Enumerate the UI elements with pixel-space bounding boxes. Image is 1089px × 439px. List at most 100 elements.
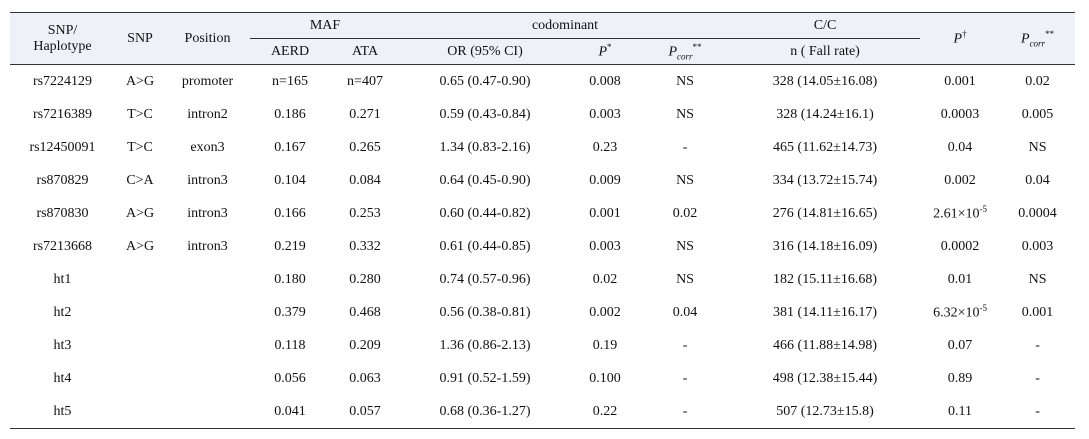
header-cell: MAF — [250, 12, 401, 39]
table-cell: A>G — [125, 73, 155, 89]
table-cell: 0.002 — [589, 304, 621, 320]
table-cell: 0.209 — [349, 337, 381, 353]
table-cell: 0.0002 — [940, 238, 980, 254]
table-cell: ht2 — [53, 304, 72, 320]
table-cell: T>C — [127, 139, 153, 155]
table-cell: ht5 — [53, 403, 72, 419]
header-sup: ** — [692, 41, 702, 52]
table-cell: 0.118 — [274, 337, 306, 353]
table-cell: 0.186 — [274, 106, 306, 122]
cell-sup: -5 — [979, 303, 987, 314]
table-cell: 0.041 — [274, 403, 306, 419]
header-cell: OR (95% CI) — [400, 38, 571, 65]
table-cell: - — [1035, 370, 1040, 386]
table-cell: n=407 — [347, 73, 383, 89]
table-row: ht2 0.379 0.468 0.56 (0.38-0.81) 0.002 0.04 38… — [10, 296, 1075, 329]
table-cell: 0.001 — [1021, 304, 1054, 320]
table-cell: 0.271 — [349, 106, 381, 122]
table-cell: 0.11 — [948, 403, 973, 419]
table-cell: 0.68 (0.36-1.27) — [439, 403, 531, 419]
table-cell: 0.005 — [1021, 106, 1054, 122]
table-cell: 0.61 (0.44-0.85) — [439, 238, 531, 254]
table-cell: NS — [676, 172, 694, 188]
table-cell: C>A — [126, 172, 154, 188]
header-sup: † — [962, 29, 967, 40]
table-cell: ht1 — [53, 271, 72, 287]
table-cell: 465 (11.62±14.73) — [773, 139, 878, 155]
table-row: rs12450091 T>C exon3 0.167 0.265 1.34 (0.83-2… — [10, 131, 1075, 164]
header-cell: C/C — [730, 12, 921, 39]
header-cell: Position — [165, 12, 250, 65]
header-cell: SNP — [115, 12, 165, 65]
table-cell: 0.89 — [947, 370, 973, 386]
table-cell: A>G — [125, 205, 155, 221]
table-body: rs7224129 A>G promoter n=165 n=407 0.65 (0.47… — [10, 65, 1076, 429]
table-cell: 0.379 — [274, 304, 306, 320]
table-cell: 0.02 — [592, 271, 618, 287]
header-cell: ATA — [330, 38, 401, 65]
table-cell: 0.166 — [274, 205, 306, 221]
table-cell: 0.001 — [589, 205, 621, 221]
table-cell: 316 (14.18±16.09) — [772, 238, 878, 254]
table-cell: 328 (14.05±16.08) — [772, 73, 878, 89]
table-cell: - — [682, 139, 688, 155]
table-cell: 0.23 — [592, 139, 618, 155]
table-cell: 0.04 — [947, 139, 973, 155]
table-cell: A>G — [125, 238, 155, 254]
table-cell: 182 (15.11±16.68) — [773, 271, 878, 287]
table-cell: 0.59 (0.43-0.84) — [439, 106, 531, 122]
empty-cell — [115, 395, 165, 429]
table-cell: 0.003 — [1021, 238, 1054, 254]
table-cell: - — [682, 403, 688, 419]
table-cell: 0.04 — [1025, 172, 1050, 188]
table-cell: 0.0003 — [940, 106, 980, 122]
table-cell: NS — [676, 238, 694, 254]
table-cell: - — [1035, 403, 1040, 419]
header-cell: codominant — [400, 12, 731, 39]
table-cell: 0.003 — [589, 106, 621, 122]
header-sup: * — [607, 42, 612, 53]
header-cell: Pcorr** — [1000, 12, 1076, 65]
table-cell: 276 (14.81±16.65) — [772, 205, 878, 221]
table-cell: 0.65 (0.47-0.90) — [439, 73, 531, 89]
table-cell: promoter — [181, 73, 234, 89]
table-cell: 0.91 (0.52-1.59) — [439, 370, 531, 386]
table-cell: 507 (12.73±15.8) — [776, 403, 874, 419]
table-cell: - — [1035, 337, 1040, 353]
table-cell: 0.001 — [944, 73, 976, 89]
header-sub: corr — [677, 51, 693, 62]
table-cell: 498 (12.38±15.44) — [772, 370, 878, 386]
table-cell: 0.60 (0.44-0.82) — [439, 205, 531, 221]
header-text: P — [1021, 31, 1030, 47]
table-cell: rs7216389 — [32, 106, 93, 122]
header-cell: P† — [920, 12, 1001, 65]
header-cell: AERD — [250, 38, 330, 65]
table-cell: intron3 — [187, 238, 228, 254]
table-cell: rs870829 — [36, 172, 89, 188]
header-cell: n ( Fall rate) — [730, 38, 921, 65]
table-cell: NS — [1028, 139, 1047, 155]
table-cell: 0.468 — [349, 304, 381, 320]
table-cell: 0.253 — [349, 205, 381, 221]
table-cell: 0.01 — [947, 271, 973, 287]
header-sub: corr — [1029, 38, 1046, 49]
table-cell: - — [682, 337, 688, 353]
table-cell: 0.100 — [589, 370, 621, 386]
table-row: ht1 0.180 0.280 0.74 (0.57-0.96) 0.02 NS 182 (… — [10, 263, 1075, 296]
header-cell: Pcorr** — [640, 38, 731, 65]
table-row: rs7213668 A>G intron3 0.219 0.332 0.61 (0.44-… — [10, 230, 1075, 263]
table-cell: 0.063 — [349, 370, 381, 386]
table-cell: ht3 — [53, 337, 72, 353]
table-cell: 0.64 (0.45-0.90) — [439, 172, 531, 188]
table-cell: NS — [1028, 271, 1047, 287]
header-text: Haplotype — [33, 38, 92, 54]
table-cell: intron3 — [187, 172, 228, 188]
table-cell: 334 (13.72±15.74) — [772, 172, 878, 188]
table-cell: intron2 — [187, 106, 228, 122]
table-cell: 0.22 — [592, 403, 618, 419]
table-cell: 0.056 — [274, 370, 306, 386]
header-text: P — [953, 31, 963, 47]
table-cell: NS — [676, 271, 694, 287]
empty-cell — [115, 329, 165, 362]
